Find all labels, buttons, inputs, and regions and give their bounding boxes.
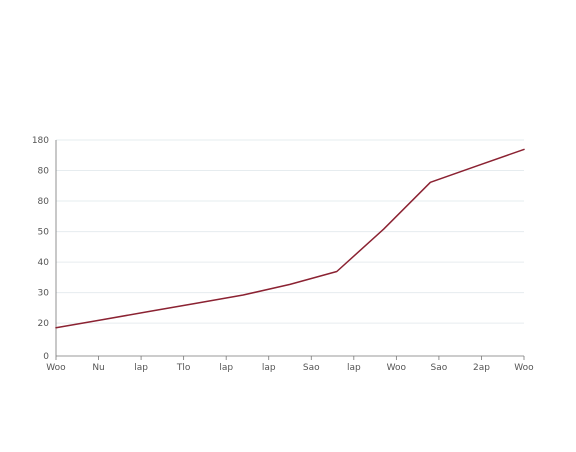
series-layer <box>55 148 525 329</box>
x-tick-label: Sao <box>303 363 320 373</box>
y-tick-label: 80 <box>38 197 50 207</box>
y-tick-label: 40 <box>38 258 50 268</box>
y-tick-label: 50 <box>38 228 50 238</box>
x-tick-layer: Woo Nu lap Tlo lap lap Sao lap Woo Sao 2ap Woo <box>46 363 534 373</box>
x-tick-label: Woo <box>514 363 534 373</box>
x-tick-label: lap <box>347 363 361 373</box>
y-tick-label: 80 <box>38 167 50 177</box>
x-tick-label: Tlo <box>176 363 191 373</box>
grid-layer <box>56 139 524 324</box>
y-tick-label: 20 <box>38 319 50 329</box>
x-tick-label: Woo <box>387 363 407 373</box>
x-tick-label: Nu <box>92 363 104 373</box>
x-tick-label: 2ap <box>473 363 490 373</box>
axis-layer <box>55 140 525 360</box>
x-tick-label: lap <box>219 363 233 373</box>
y-tick-label: 30 <box>38 289 50 299</box>
x-tick-label: Sao <box>431 363 448 373</box>
y-tick-label: 0 <box>43 352 49 362</box>
x-tick-label: lap <box>134 363 148 373</box>
x-tick-label: Woo <box>46 363 66 373</box>
x-tick-label: lap <box>262 363 276 373</box>
y-tick-layer: 0 20 30 40 50 80 80 180 <box>32 136 49 362</box>
series-line-0 <box>55 148 525 329</box>
y-tick-label: 180 <box>32 136 49 146</box>
